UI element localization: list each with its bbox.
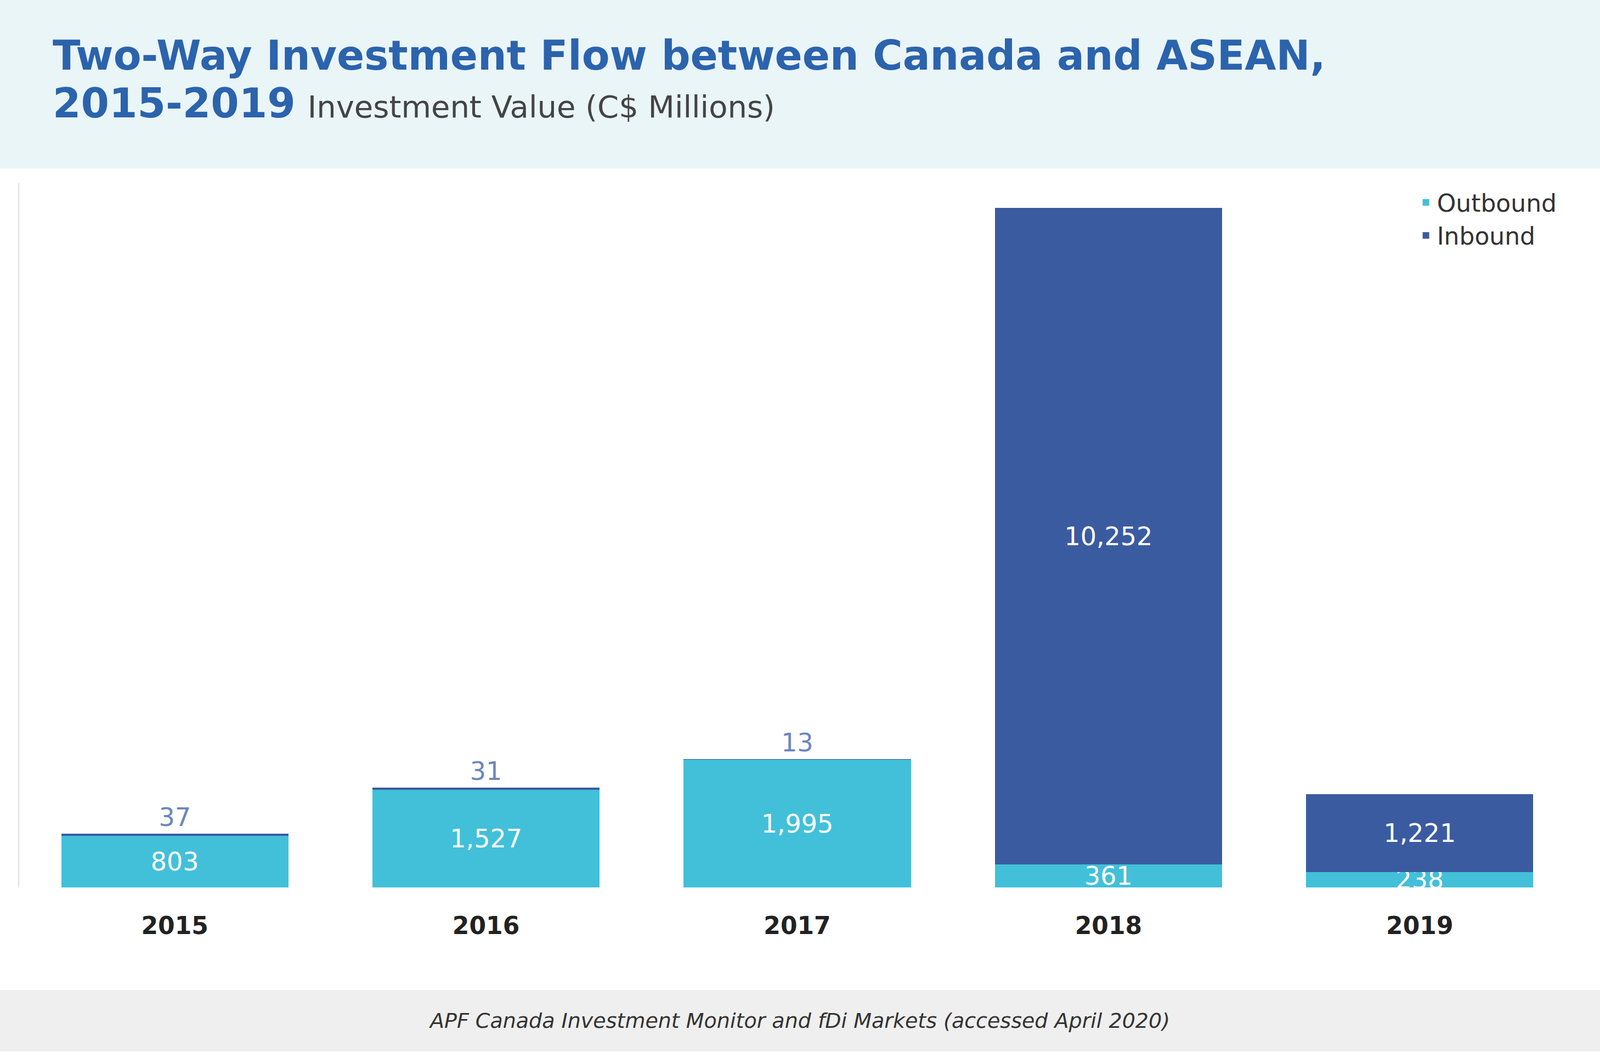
html-text:APF Canada Investment Monitor: APF Canada Investment Monitor and fDi Ma… bbox=[430, 1008, 1170, 1033]
svg-text:2017: 2017 bbox=[763, 911, 831, 940]
svg-text:1,221: 1,221 bbox=[1383, 818, 1456, 848]
svg-text:13: 13 bbox=[781, 727, 814, 758]
svg-text:361: 361 bbox=[1084, 861, 1133, 891]
svg-text:2018: 2018 bbox=[1075, 911, 1142, 940]
svg-text:238: 238 bbox=[1395, 864, 1444, 895]
svg-text:Inbound: Inbound bbox=[1437, 222, 1536, 251]
svg-text:1,527: 1,527 bbox=[449, 823, 523, 854]
svg-text:31: 31 bbox=[470, 756, 503, 787]
svg-text:Outbound: Outbound bbox=[1437, 189, 1557, 218]
svg-text:37: 37 bbox=[158, 802, 191, 833]
svg-text:2019: 2019 bbox=[1386, 911, 1453, 940]
svg-text:10,252: 10,252 bbox=[1064, 521, 1153, 552]
svg-text:2015: 2015 bbox=[140, 911, 208, 940]
svg-text:803: 803 bbox=[150, 846, 200, 877]
svg-text:2016: 2016 bbox=[452, 911, 520, 940]
html-text:Two-Way Investment Flow betwee: Two-Way Investment Flow between Canada a… bbox=[52, 31, 1326, 127]
svg-text:1,995: 1,995 bbox=[761, 809, 834, 839]
